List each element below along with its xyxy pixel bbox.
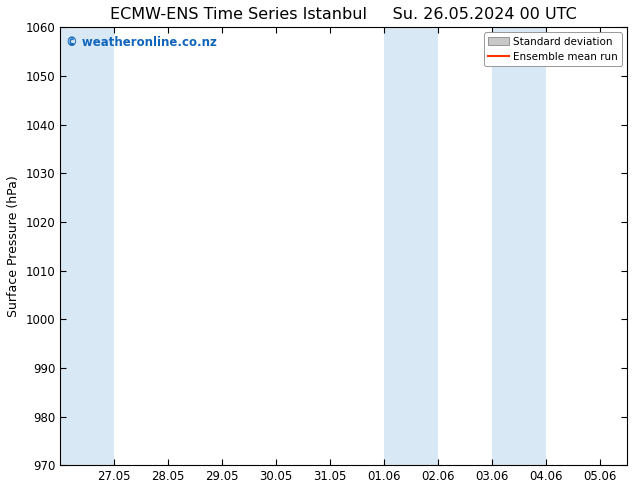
Bar xyxy=(492,27,546,465)
Bar xyxy=(60,27,114,465)
Bar xyxy=(384,27,438,465)
Legend: Standard deviation, Ensemble mean run: Standard deviation, Ensemble mean run xyxy=(484,32,622,66)
Y-axis label: Surface Pressure (hPa): Surface Pressure (hPa) xyxy=(7,175,20,317)
Title: ECMW-ENS Time Series Istanbul     Su. 26.05.2024 00 UTC: ECMW-ENS Time Series Istanbul Su. 26.05.… xyxy=(110,7,577,22)
Text: © weatheronline.co.nz: © weatheronline.co.nz xyxy=(66,36,217,49)
